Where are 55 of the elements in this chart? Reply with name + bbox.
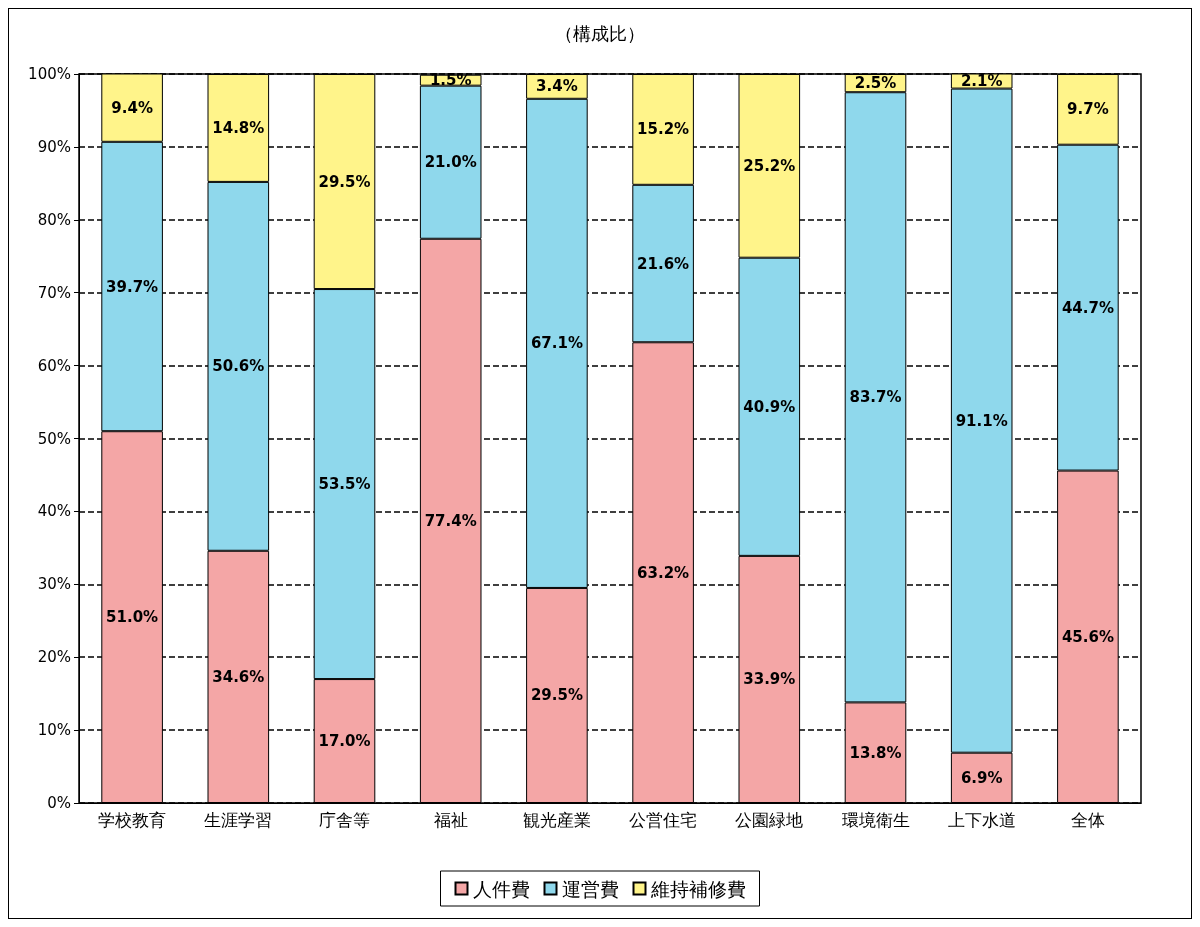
- data-label: 25.2%: [743, 156, 796, 175]
- data-label: 39.7%: [106, 277, 159, 296]
- legend-label: 運営費: [561, 877, 619, 900]
- data-label: 29.5%: [318, 172, 371, 191]
- y-tick-label: 60%: [37, 356, 71, 375]
- y-tick-label: 100%: [28, 65, 71, 83]
- legend-label: 人件費: [472, 877, 530, 900]
- data-label: 45.6%: [1061, 627, 1114, 646]
- y-tick-label: 50%: [37, 429, 71, 448]
- data-label: 14.8%: [212, 118, 265, 137]
- data-label: 17.0%: [318, 732, 371, 751]
- data-label: 9.7%: [1067, 100, 1109, 119]
- data-label: 63.2%: [637, 563, 690, 582]
- x-tick-label: 上下水道: [947, 809, 1016, 830]
- data-label: 29.5%: [530, 686, 583, 705]
- x-tick-label: 生涯学習: [204, 809, 273, 830]
- chart-title: （構成比）: [555, 22, 645, 44]
- y-tick-label: 20%: [37, 648, 71, 667]
- x-tick-label: 福祉: [433, 809, 468, 830]
- x-tick-label: 全体: [1070, 809, 1105, 830]
- x-tick-label: 観光産業: [522, 809, 591, 830]
- x-tick-label: 公営住宅: [629, 809, 698, 830]
- x-tick-label: 環境衛生: [841, 809, 910, 830]
- data-label: 1.5%: [429, 71, 472, 90]
- data-label: 33.9%: [743, 670, 796, 689]
- data-label: 13.8%: [849, 743, 902, 762]
- data-label: 50.6%: [212, 357, 265, 376]
- x-tick-label: 公園緑地: [735, 809, 804, 830]
- x-tick-label: 学校教育: [98, 809, 167, 830]
- y-tick-label: 70%: [37, 283, 71, 302]
- y-tick-label: 30%: [37, 575, 71, 594]
- data-label: 40.9%: [743, 397, 796, 416]
- legend-label: 維持補修費: [649, 877, 746, 900]
- data-label: 21.0%: [424, 153, 477, 172]
- data-label: 34.6%: [212, 667, 265, 686]
- data-label: 3.4%: [536, 77, 578, 96]
- y-tick-label: 80%: [37, 210, 71, 229]
- y-tick-label: 90%: [37, 137, 71, 156]
- data-label: 2.5%: [854, 74, 897, 93]
- data-label: 91.1%: [955, 411, 1008, 430]
- data-label: 67.1%: [530, 334, 583, 353]
- data-label: 44.7%: [1061, 298, 1114, 317]
- data-label: 15.2%: [637, 120, 690, 139]
- y-tick-label: 40%: [37, 502, 71, 521]
- data-label: 53.5%: [318, 475, 371, 494]
- data-label: 9.4%: [111, 98, 153, 117]
- x-tick-label: 庁舎等: [319, 809, 370, 830]
- y-tick-label: 0%: [47, 794, 71, 812]
- y-tick-label: 10%: [37, 721, 71, 740]
- data-label: 21.6%: [637, 254, 690, 273]
- data-label: 6.9%: [960, 768, 1003, 787]
- data-label: 77.4%: [424, 511, 477, 530]
- data-label: 83.7%: [849, 388, 902, 407]
- data-label: 51.0%: [106, 608, 159, 627]
- data-label: 2.1%: [960, 72, 1003, 91]
